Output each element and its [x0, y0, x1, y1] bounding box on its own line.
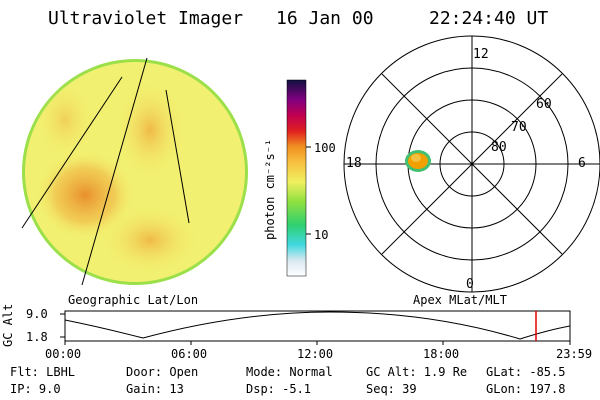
mlt-diagonal-2: [381, 73, 563, 255]
info-dsp: Dsp: -5.1: [246, 382, 312, 396]
info-glon: GLon: 197.8: [486, 382, 566, 396]
altitude-xtick-label-0600: 06:00: [171, 347, 208, 361]
altitude-plot-frame: [64, 310, 571, 342]
uv-disk-image: [21, 57, 248, 286]
colorbar-label-100: 100: [314, 141, 336, 155]
altitude-xtick-label-2359: 23:59: [556, 347, 593, 361]
mlat-label-70: 70: [511, 120, 527, 135]
info-seq: Seq: 39: [366, 382, 417, 396]
info-ip: IP: 9.0: [10, 382, 61, 396]
image-date: 16 Jan 00: [276, 8, 374, 29]
mlat-label-60: 60: [536, 97, 552, 112]
mlt-label-18: 18: [346, 156, 362, 171]
colorbar-label-10: 10: [314, 228, 329, 242]
colorbar-scale: [286, 79, 307, 277]
left-panel-caption: Geographic Lat/Lon: [68, 293, 199, 307]
right-panel-caption: Apex MLat/MLT: [413, 293, 507, 307]
altitude-ylabel: GC Alt: [1, 303, 15, 347]
info-gain: Gain: 13: [126, 382, 184, 396]
orbit-altitude-curve: [64, 311, 571, 340]
info-door: Door: Open: [126, 365, 199, 379]
altitude-xtick-label-1800: 18:00: [423, 347, 460, 361]
mlt-label-0: 0: [466, 277, 474, 292]
colorbar: [286, 79, 311, 277]
meridian-line-2: [81, 57, 148, 286]
altitude-plot: [60, 310, 571, 345]
info-filter: Flt: LBHL: [10, 365, 76, 379]
meridian-line-3: [165, 89, 190, 224]
oval-patch-highlight: [411, 154, 421, 162]
info-mode: Mode: Normal: [246, 365, 333, 379]
emission-region-nw: [35, 80, 95, 160]
emission-region-west: [35, 150, 135, 240]
altitude-ytick-label-1.8: 1.8: [26, 330, 48, 344]
mlt-label-12: 12: [473, 47, 489, 62]
meridian-line-1: [21, 76, 123, 229]
auroral-oval-patch: [405, 150, 431, 172]
polar-grid: [343, 35, 600, 293]
info-glat: GLat: -85.5: [486, 365, 566, 379]
mlt-label-6: 6: [578, 156, 586, 171]
image-time: 22:24:40 UT: [429, 8, 549, 29]
emission-region-north: [115, 80, 185, 180]
colorbar-unit-label: photon cm⁻²s⁻¹: [263, 138, 277, 240]
altitude-xtick-label-0000: 00:00: [45, 347, 82, 361]
altitude-xtick-label-1200: 12:00: [297, 347, 334, 361]
emission-region-south: [100, 205, 200, 275]
altitude-ytick-label-9: 9.0: [26, 307, 48, 321]
instrument-title: Ultraviolet Imager: [48, 8, 244, 29]
info-gc-alt: GC Alt: 1.9 Re: [366, 365, 468, 379]
mlat-label-80: 80: [491, 140, 507, 155]
